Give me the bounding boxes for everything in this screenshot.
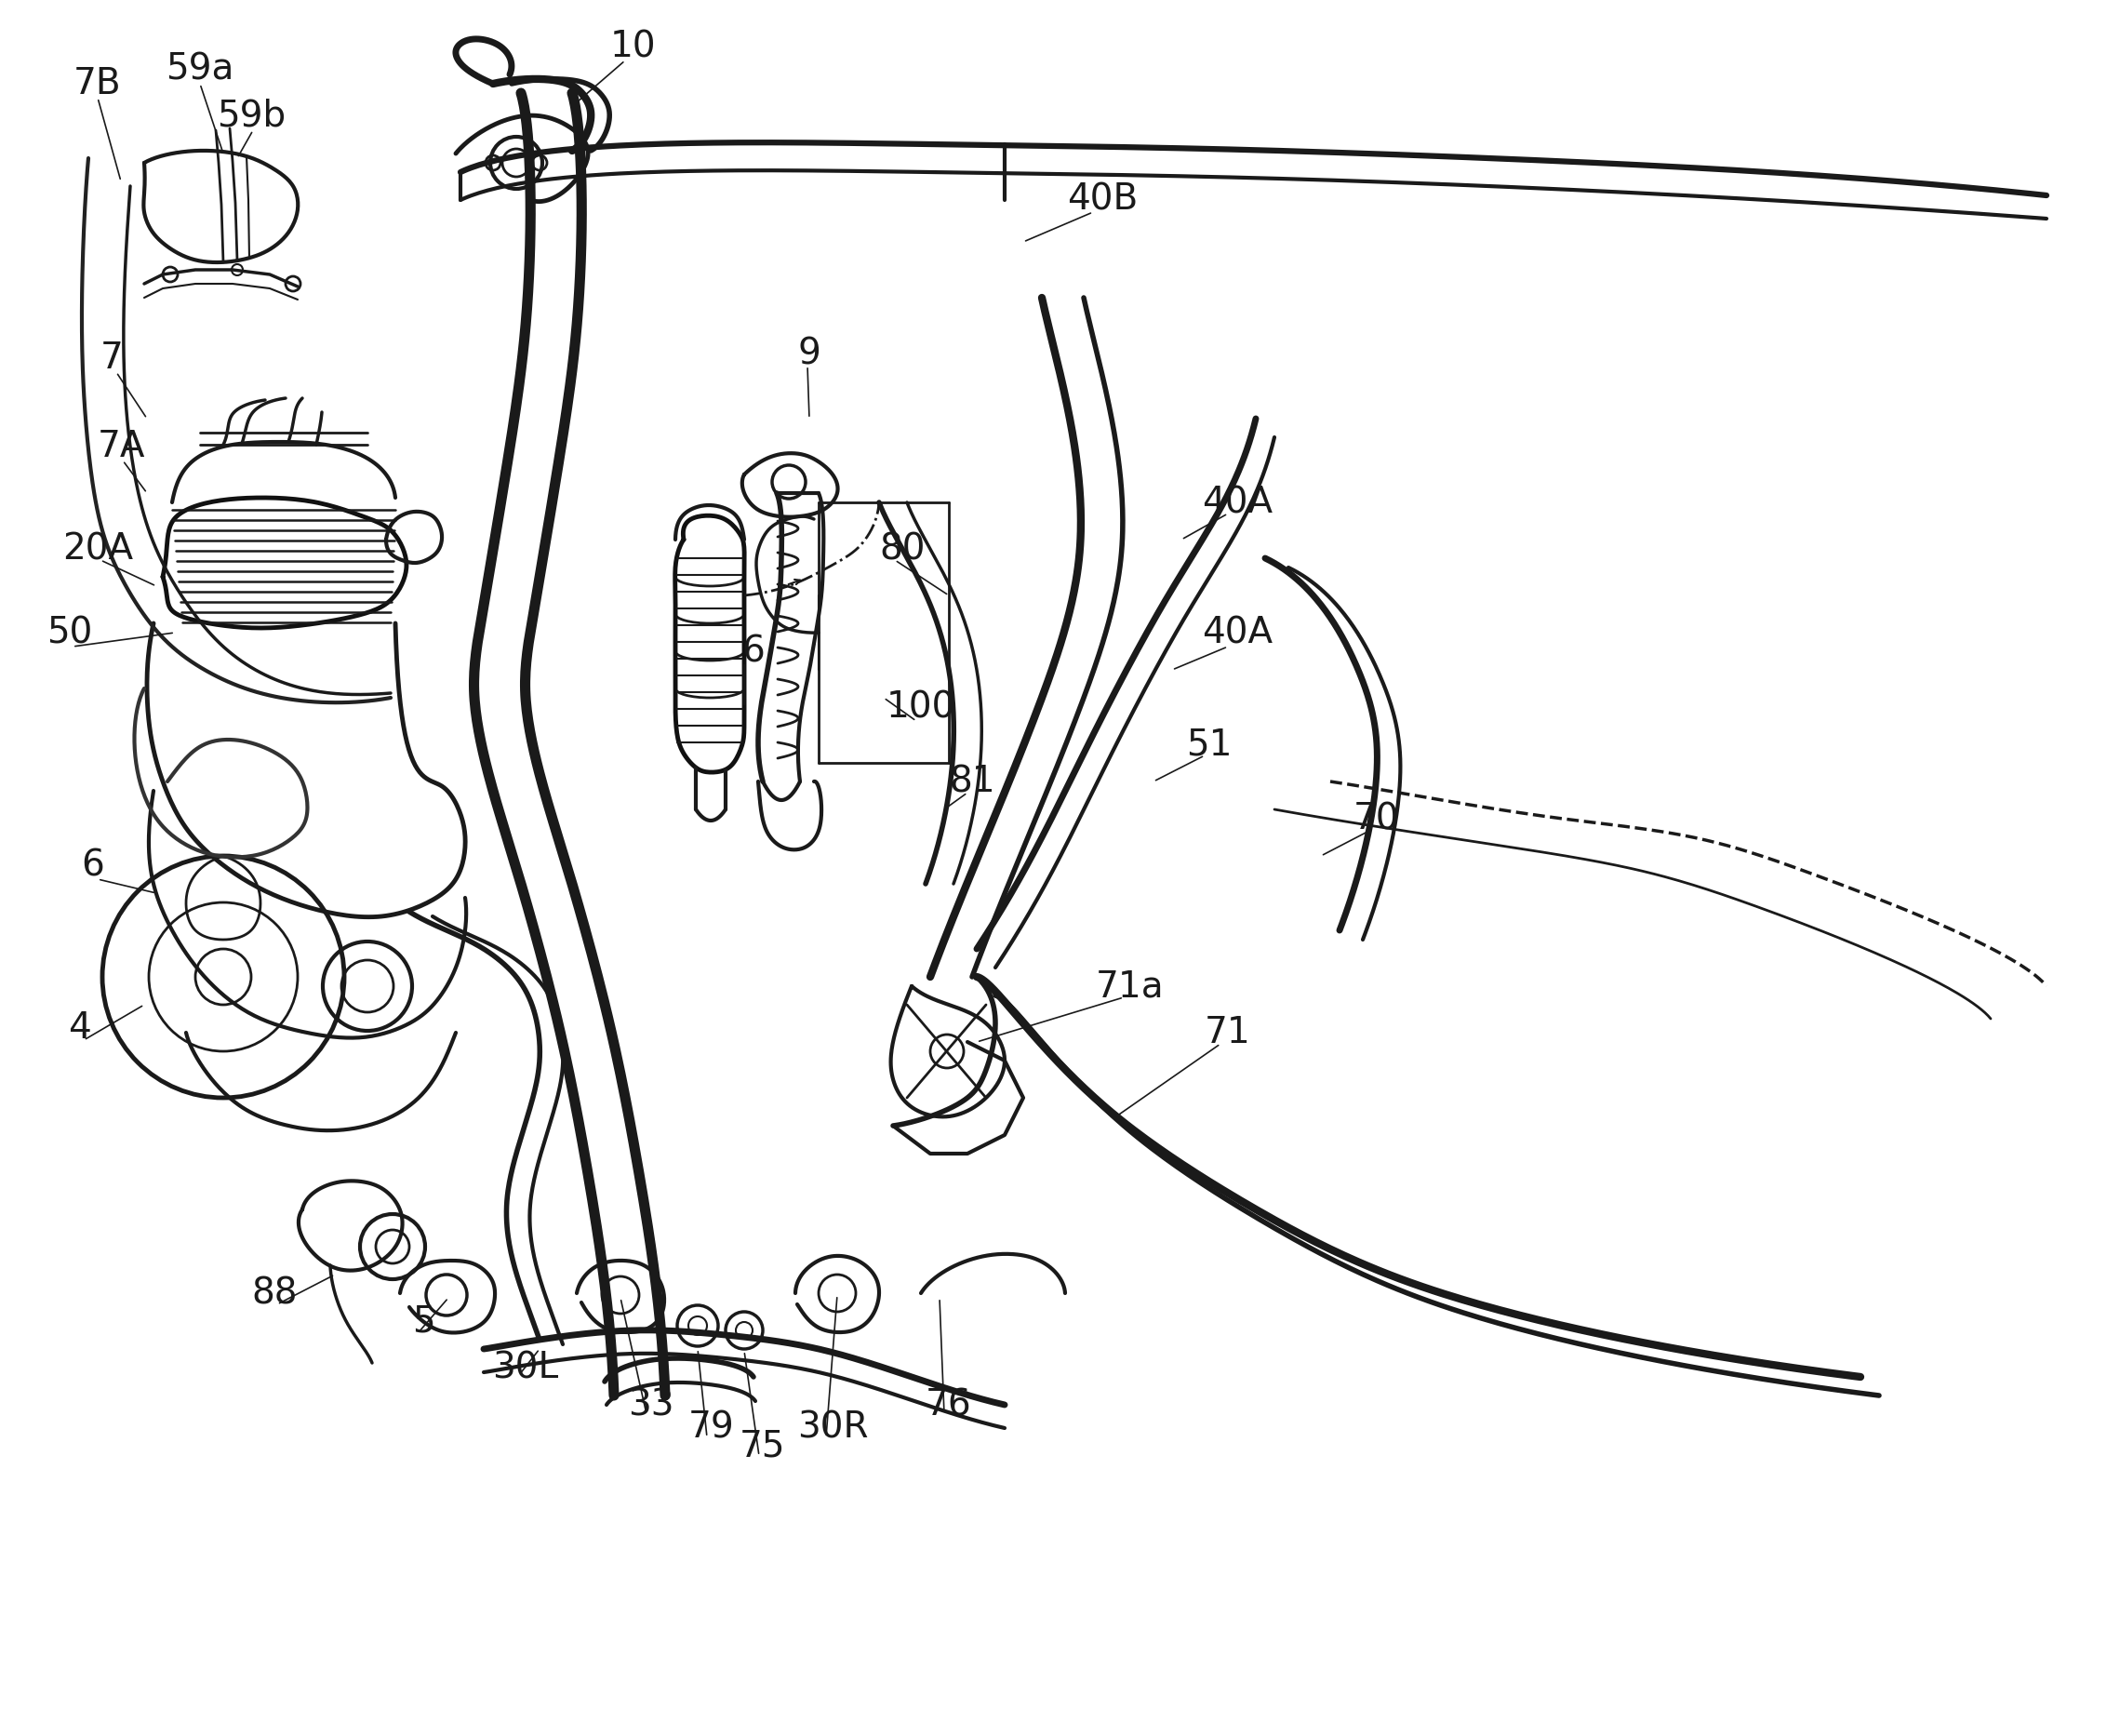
Text: 51: 51	[1187, 727, 1232, 762]
Text: 76: 76	[926, 1387, 971, 1422]
Text: 6: 6	[81, 847, 104, 884]
Text: 100: 100	[886, 689, 956, 724]
Text: 5: 5	[411, 1304, 435, 1338]
Text: 9: 9	[797, 335, 820, 372]
Text: 33: 33	[628, 1387, 674, 1422]
Text: 6: 6	[742, 634, 765, 668]
Text: 71: 71	[1204, 1016, 1251, 1050]
Text: 80: 80	[880, 531, 924, 566]
Text: 30R: 30R	[797, 1410, 867, 1446]
Text: 7B: 7B	[74, 66, 121, 101]
Text: 81: 81	[950, 764, 994, 799]
Text: 20A: 20A	[61, 531, 134, 566]
Text: 7A: 7A	[98, 429, 144, 464]
Text: 40A: 40A	[1202, 484, 1272, 521]
Text: 4: 4	[68, 1010, 91, 1045]
Text: 59b: 59b	[216, 99, 286, 134]
Text: 7: 7	[100, 340, 123, 377]
Text: 88: 88	[252, 1276, 297, 1311]
Circle shape	[502, 149, 530, 177]
Text: 59a: 59a	[165, 52, 233, 87]
Text: 50: 50	[47, 615, 93, 651]
Text: 30L: 30L	[492, 1351, 560, 1385]
Text: 10: 10	[608, 30, 655, 64]
Circle shape	[195, 950, 250, 1005]
Text: 79: 79	[689, 1410, 736, 1446]
Text: 75: 75	[740, 1429, 787, 1465]
Text: 40B: 40B	[1066, 182, 1138, 217]
Text: 70: 70	[1355, 800, 1399, 837]
Text: 71a: 71a	[1096, 969, 1164, 1003]
Text: 40A: 40A	[1202, 615, 1272, 651]
